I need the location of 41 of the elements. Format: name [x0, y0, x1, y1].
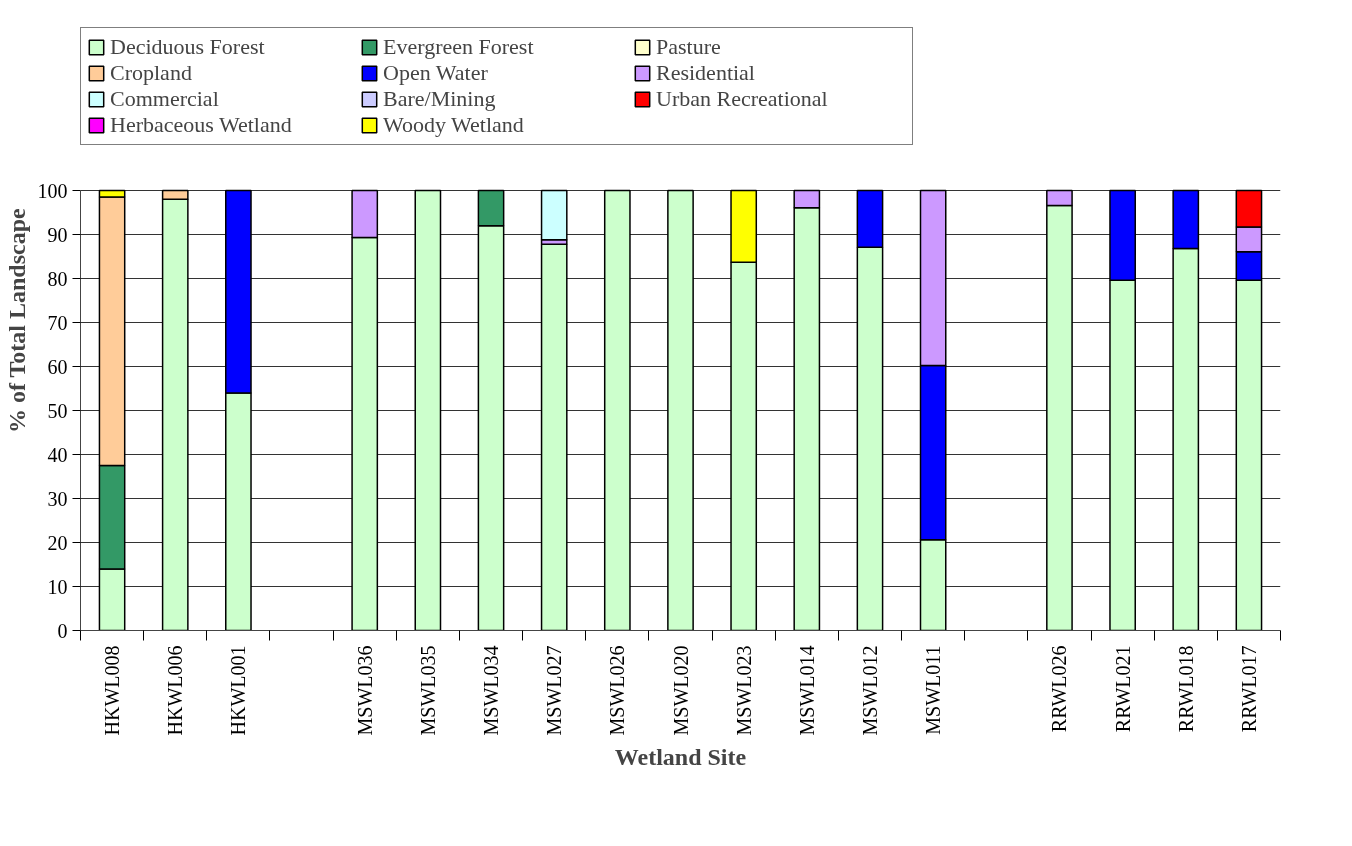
x-tick-label: MSWL020 — [669, 645, 692, 736]
legend-label: Commercial — [110, 86, 220, 112]
legend-label: Residential — [656, 60, 756, 86]
legend-label: Urban Recreational — [656, 86, 829, 112]
legend-label: Woody Wetland — [383, 112, 525, 138]
x-tick-label: MSWL027 — [543, 645, 566, 736]
x-tick-label: HKWL006 — [164, 645, 187, 736]
legend-label: Cropland — [110, 60, 193, 86]
y-tick-label: 0 — [57, 619, 68, 642]
x-tick-label: MSWL026 — [606, 645, 629, 736]
x-tick-label: MSWL011 — [922, 645, 945, 735]
y-tick-label: 90 — [47, 223, 68, 246]
x-tick-label: MSWL034 — [480, 645, 503, 736]
x-tick-label: RRWL017 — [1237, 645, 1260, 733]
y-tick-label: 100 — [37, 179, 68, 202]
y-tick-label: 50 — [47, 399, 68, 422]
x-tick-label: RRWL021 — [1111, 645, 1134, 733]
y-tick-label: 80 — [47, 267, 68, 290]
legend-label: Evergreen Forest — [383, 34, 535, 60]
y-tick-label: 10 — [47, 575, 68, 598]
y-tick-label: 60 — [47, 355, 68, 378]
y-tick-label: 20 — [47, 531, 68, 554]
x-tick-label: HKWL008 — [101, 645, 124, 736]
x-tick-label: MSWL012 — [858, 645, 881, 736]
y-axis-title: % of Total Landscape — [3, 208, 30, 434]
x-tick-label: HKWL001 — [227, 645, 250, 736]
legend-label: Pasture — [656, 34, 722, 60]
legend-label: Herbaceous Wetland — [110, 112, 293, 138]
x-tick-label: MSWL035 — [416, 645, 439, 736]
x-tick-label: MSWL023 — [732, 645, 755, 736]
legend-label: Deciduous Forest — [110, 34, 266, 60]
y-tick-label: 30 — [47, 487, 68, 510]
x-axis-title: Wetland Site — [614, 743, 747, 770]
legend-label: Open Water — [383, 60, 489, 86]
x-tick-label: RRWL018 — [1174, 645, 1197, 733]
legend-label: Bare/Mining — [383, 86, 497, 112]
x-tick-label: MSWL014 — [795, 645, 818, 736]
x-tick-label: RRWL026 — [1048, 645, 1071, 733]
y-tick-label: 40 — [47, 443, 68, 466]
x-tick-label: MSWL036 — [353, 645, 376, 736]
y-tick-label: 70 — [47, 311, 68, 334]
